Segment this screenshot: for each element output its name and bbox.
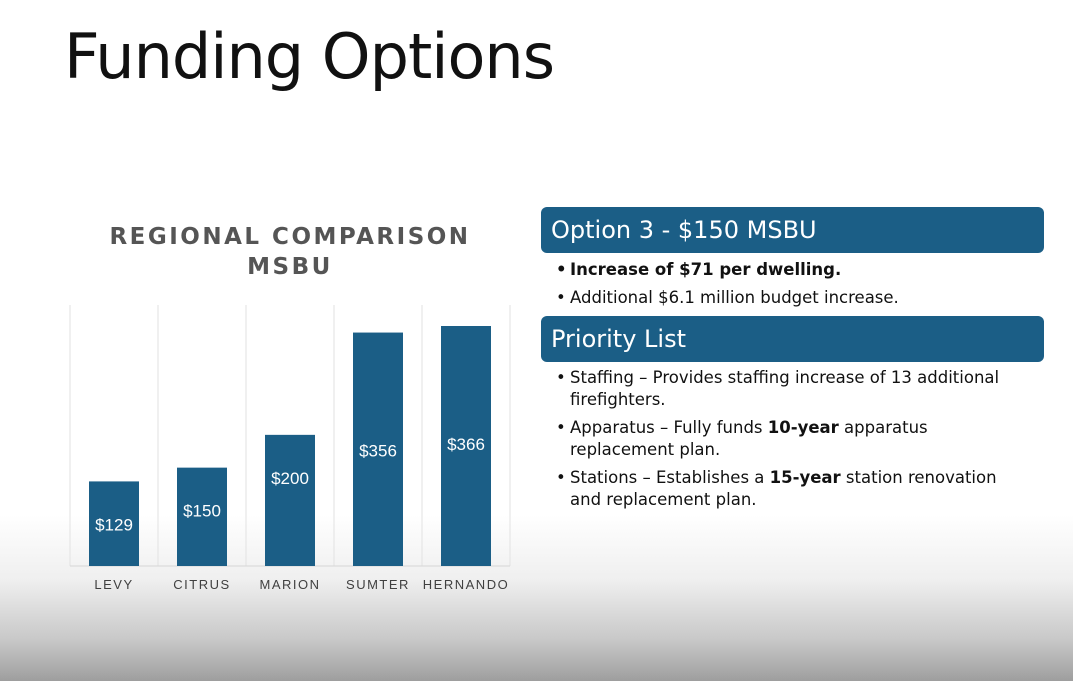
priority-item-apparatus-rest: apparatus replacement plan. <box>570 418 928 459</box>
priority-item-stations-rest: station renovation and replacement plan. <box>570 468 997 509</box>
category-label-citrus: CITRUS <box>173 577 230 592</box>
priority-header: Priority List <box>541 316 1044 362</box>
category-label-levy: LEVY <box>94 577 133 592</box>
chart-bars <box>89 326 491 566</box>
priority-item-stations: Stations – Establishes a 15-year station… <box>556 467 1026 511</box>
option-bullet-2: Additional $6.1 million budget increase. <box>556 287 1026 309</box>
priority-item-stations-emphasis: 15-year <box>769 468 841 487</box>
chart-title-line-1: REGIONAL COMPARISON <box>109 224 471 250</box>
slide-title: Funding Options <box>64 20 555 93</box>
bar-marion <box>265 434 315 566</box>
priority-item-stations-text: Stations – Establishes a <box>570 468 770 487</box>
chart-gridlines <box>69 305 511 567</box>
category-label-hernando: HERNANDO <box>423 577 509 592</box>
bar-chart: $129 $150 $200 $356 $366 LEVY CITRUS MARION SUM… <box>69 305 511 592</box>
data-label-citrus: $150 <box>183 502 221 521</box>
chart-category-labels: LEVY CITRUS MARION SUMTER HERNANDO <box>94 577 509 592</box>
bar-levy <box>89 481 139 566</box>
priority-item-staffing: Staffing – Provides staffing increase of… <box>556 367 1026 411</box>
chart-title: REGIONAL COMPARISON MSBU <box>90 222 490 282</box>
priority-item-apparatus-emphasis: 10-year <box>767 418 839 437</box>
data-label-levy: $129 <box>95 515 133 534</box>
data-label-marion: $200 <box>271 469 309 488</box>
bar-sumter <box>353 332 403 566</box>
data-label-hernando: $366 <box>447 435 485 454</box>
bar-hernando <box>441 326 491 566</box>
chart-title-line-2: MSBU <box>247 254 333 280</box>
bar-citrus <box>177 467 227 566</box>
category-label-marion: MARION <box>260 577 321 592</box>
priority-item-apparatus: Apparatus – Fully funds 10-year apparatu… <box>556 417 1026 461</box>
category-label-sumter: SUMTER <box>346 577 410 592</box>
option-bullet-list: Increase of $71 per dwelling. Additional… <box>556 259 1026 315</box>
chart-data-labels: $129 $150 $200 $356 $366 <box>95 435 485 534</box>
priority-item-apparatus-text: Apparatus – Fully funds <box>570 418 768 437</box>
option-header: Option 3 - $150 MSBU <box>541 207 1044 253</box>
option-bullet-1: Increase of $71 per dwelling. <box>556 259 1026 281</box>
priority-item-staffing-text: Staffing – Provides staffing increase of… <box>570 368 1000 409</box>
data-label-sumter: $356 <box>359 442 397 461</box>
priority-bullet-list: Staffing – Provides staffing increase of… <box>556 367 1026 517</box>
